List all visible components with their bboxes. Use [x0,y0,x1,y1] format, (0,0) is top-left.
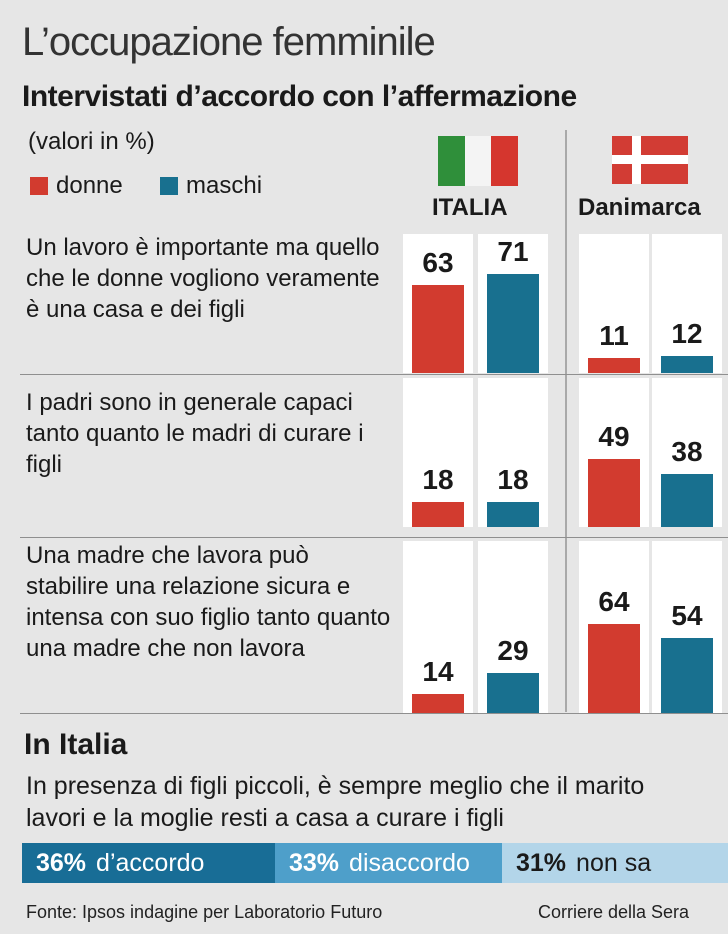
bar-italia-maschi-1 [487,274,539,373]
segment-disaccordo-label: disaccordo [349,848,470,877]
segment-disaccordo: 33% disaccordo [275,843,502,883]
segment-accordo-value: 36% [36,848,87,877]
bar-value-label: 11 [599,320,629,351]
bar-italia-maschi-2 [487,502,539,527]
column-background [652,378,722,527]
chart-title: L’occupazione femminile [22,20,436,64]
row-divider-1 [20,374,728,375]
legend-donne-swatch [30,177,48,195]
column-background [403,378,473,527]
statement-3: Una madre che lavora può stabilire una r… [26,542,391,662]
column-background [403,234,473,373]
segment-nonsa-value: 31% [516,848,567,877]
bar-value-label: 14 [422,656,454,687]
bar-value-label: 64 [598,586,630,617]
legend-maschi: maschi [160,172,262,200]
italy-flag-icon [438,136,519,186]
bar-italia-donne-2 [412,502,464,527]
row-divider-2 [20,537,728,538]
italy-section-heading: In Italia [24,728,128,761]
opinion-summary-bar: 36% d’accordo 33% disaccordo 31% non sa [22,843,728,883]
bar-danimarca-maschi-3 [661,638,713,713]
bar-italia-donne-3 [412,694,464,713]
segment-nonsa-label: non sa [576,848,652,877]
row-divider-3 [20,713,728,714]
column-background [652,541,722,713]
bar-value-label: 63 [422,247,454,278]
bar-value-label: 18 [497,464,529,495]
bar-danimarca-maschi-2 [661,474,713,527]
segment-accordo-label: d’accordo [96,848,205,877]
bar-value-label: 54 [671,600,703,631]
publisher-credit: Corriere della Sera [538,902,690,922]
legend-maschi-swatch [160,177,178,195]
country-divider [565,130,567,712]
bar-danimarca-donne-3 [588,624,640,713]
column-background [652,234,722,373]
bar-danimarca-donne-1 [588,358,640,373]
legend-maschi-label: maschi [186,172,263,199]
segment-disaccordo-value: 33% [289,848,340,877]
bar-value-label: 18 [422,464,454,495]
bar-danimarca-donne-2 [588,459,640,527]
column-background [478,541,548,713]
bar-value-label: 29 [497,635,529,666]
column-background [478,378,548,527]
country-label-italia: ITALIA [432,194,508,221]
column-background [403,541,473,713]
bar-italia-maschi-3 [487,673,539,713]
bar-italia-donne-1 [412,285,464,373]
statement-1: Un lavoro è importante ma quello che le … [26,234,380,323]
legend-donne-label: donne [56,172,123,199]
bar-danimarca-maschi-1 [661,356,713,373]
segment-nonsa: 31% non sa [502,843,728,883]
chart-subtitle: Intervistati d’accordo con l’affermazion… [22,80,577,113]
bar-value-label: 38 [671,436,703,467]
source-note: Fonte: Ipsos indagine per Laboratorio Fu… [26,902,383,922]
legend-donne: donne [30,172,123,200]
bar-value-label: 71 [497,236,529,267]
column-background [579,234,649,373]
bar-value-label: 49 [598,421,630,452]
segment-accordo: 36% d’accordo [22,843,275,883]
column-background [579,541,649,713]
italy-section-question: In presenza di figli piccoli, è sempre m… [26,772,645,832]
denmark-flag-icon [612,136,688,184]
unit-label: (valori in %) [28,128,155,155]
column-background [478,234,548,373]
statement-2: I padri sono in generale capaci tanto qu… [26,389,364,478]
column-background [579,378,649,527]
country-label-danimarca: Danimarca [578,194,701,221]
bar-value-label: 12 [671,318,703,349]
